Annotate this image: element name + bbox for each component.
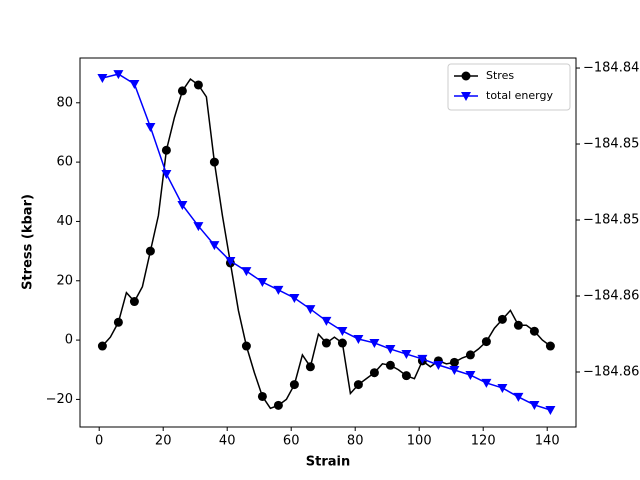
marker <box>129 297 139 307</box>
marker <box>145 246 155 256</box>
marker <box>305 305 316 315</box>
x-tick-label: 140 <box>535 434 560 449</box>
marker <box>529 400 540 410</box>
marker <box>209 241 220 251</box>
marker <box>481 337 491 347</box>
y-tick-label: 20 <box>56 273 73 288</box>
legend-label: Stres <box>486 69 514 82</box>
y2-tick-label: −184.85 <box>583 137 639 152</box>
y-tick-label: 40 <box>56 214 73 229</box>
marker <box>193 80 203 90</box>
marker <box>513 392 524 402</box>
marker <box>177 86 187 96</box>
marker <box>177 200 188 210</box>
marker <box>497 383 508 393</box>
marker <box>113 317 123 327</box>
y-tick-label: 80 <box>56 95 73 110</box>
y2-tick-label: −184.86 <box>583 288 639 303</box>
x-tick-label: 100 <box>407 434 432 449</box>
marker <box>193 222 204 232</box>
marker <box>337 326 348 336</box>
marker <box>225 257 236 267</box>
marker <box>449 357 459 367</box>
legend-label: total energy <box>486 89 553 102</box>
marker <box>273 285 284 295</box>
legend-marker <box>461 92 471 101</box>
marker <box>241 267 252 277</box>
y2-tick-label: −184.85 <box>583 213 639 228</box>
x-tick-label: 20 <box>155 434 172 449</box>
marker <box>273 400 283 410</box>
marker <box>545 341 555 351</box>
x-tick-label: 40 <box>219 434 236 449</box>
marker <box>289 380 299 390</box>
y-axis-label: Stress (kbar) <box>21 194 36 290</box>
marker <box>369 338 380 348</box>
marker <box>465 371 476 381</box>
marker <box>321 316 332 326</box>
marker <box>353 380 363 390</box>
marker <box>97 341 107 351</box>
marker <box>161 169 172 179</box>
y2-tick-label: −184.84 <box>583 61 639 76</box>
x-axis-label: Strain <box>306 455 350 470</box>
x-tick-label: 0 <box>95 434 103 449</box>
y2-tick-label: −184.86 <box>583 364 639 379</box>
marker <box>385 345 396 355</box>
marker <box>385 360 395 370</box>
marker <box>321 338 331 348</box>
marker <box>353 335 364 345</box>
marker <box>257 391 267 401</box>
marker <box>369 368 379 378</box>
y-tick-label: 60 <box>56 155 73 170</box>
legend-marker <box>461 71 471 81</box>
marker <box>497 314 507 324</box>
x-tick-label: 60 <box>283 434 300 449</box>
marker <box>433 360 444 370</box>
marker <box>481 378 492 388</box>
plot-frame <box>79 57 577 428</box>
marker <box>529 326 539 336</box>
marker <box>513 320 523 330</box>
marker <box>401 371 411 381</box>
y-tick-label: 0 <box>65 333 73 348</box>
marker <box>305 362 315 372</box>
x-tick-label: 120 <box>471 434 496 449</box>
marker <box>289 293 300 303</box>
marker <box>209 157 219 167</box>
legend-box <box>447 63 571 111</box>
marker <box>257 278 268 288</box>
marker <box>337 338 347 348</box>
marker <box>449 366 460 376</box>
marker <box>113 70 124 80</box>
marker <box>161 145 171 155</box>
x-tick-label: 80 <box>347 434 364 449</box>
marker <box>417 354 428 364</box>
marker <box>97 74 108 84</box>
y-tick-label: −20 <box>46 392 73 407</box>
marker <box>545 405 556 415</box>
marker <box>145 122 156 132</box>
marker <box>401 350 412 360</box>
marker <box>129 79 140 89</box>
marker <box>241 341 251 351</box>
marker <box>465 350 475 360</box>
